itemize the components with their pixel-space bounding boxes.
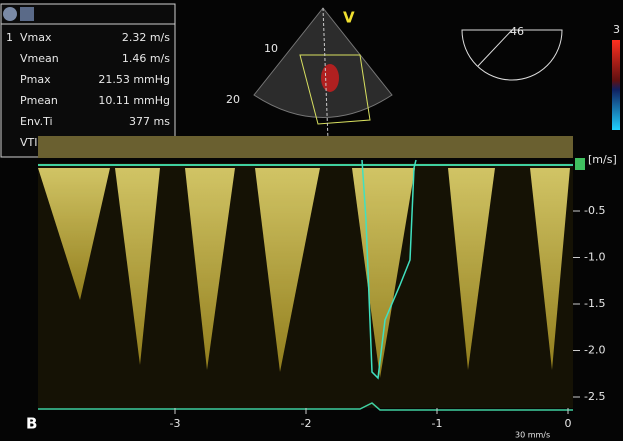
toolbar-icon <box>20 7 34 21</box>
depth-mark: 10 <box>264 42 278 55</box>
measurement-name: VTI <box>20 136 38 149</box>
angle-value: 46 <box>510 25 524 38</box>
time-tick: -3 <box>170 417 181 430</box>
measurement-value: 377 ms <box>129 115 170 128</box>
time-tick: -2 <box>301 417 312 430</box>
measurement-name: Pmean <box>20 94 58 107</box>
measurement-value: 2.32 m/s <box>122 31 170 44</box>
mode-label: V <box>343 9 355 27</box>
measurement-name: Vmax <box>20 31 52 44</box>
measurement-name: Pmax <box>20 73 51 86</box>
m-strip <box>38 136 573 158</box>
velocity-tick: -2.5 <box>584 390 605 403</box>
ultrasound-screen: 1 Vmax 2.32 m/s Vmean 1.46 m/s Pmax 21.53 mmH… <box>0 0 623 441</box>
measurement-name: Vmean <box>20 52 59 65</box>
measurement-name: Env.Ti <box>20 115 53 128</box>
measurement-value: 1.46 m/s <box>122 52 170 65</box>
velocity-tick: -1.5 <box>584 297 605 310</box>
velocity-tick: -2.0 <box>584 344 605 357</box>
depth-mark: 20 <box>226 93 240 106</box>
velocity-tick: -1.0 <box>584 251 605 264</box>
baseline-marker <box>575 158 585 170</box>
velocity-unit: [m/s] <box>588 153 617 166</box>
measurement-value: 10.11 mmHg <box>98 94 170 107</box>
color-bar <box>612 40 620 130</box>
color-flow <box>321 64 339 92</box>
time-tick: 0 <box>565 417 572 430</box>
panel-label: B <box>26 415 37 433</box>
time-tick: -1 <box>432 417 443 430</box>
measurement-index: 1 <box>6 31 13 44</box>
toolbar-icon <box>3 7 17 21</box>
color-scale-top: 3 <box>613 23 620 36</box>
velocity-tick: -0.5 <box>584 204 605 217</box>
measurement-value: 21.53 mmHg <box>98 73 170 86</box>
sweep-speed: 30 mm/s <box>515 431 550 440</box>
